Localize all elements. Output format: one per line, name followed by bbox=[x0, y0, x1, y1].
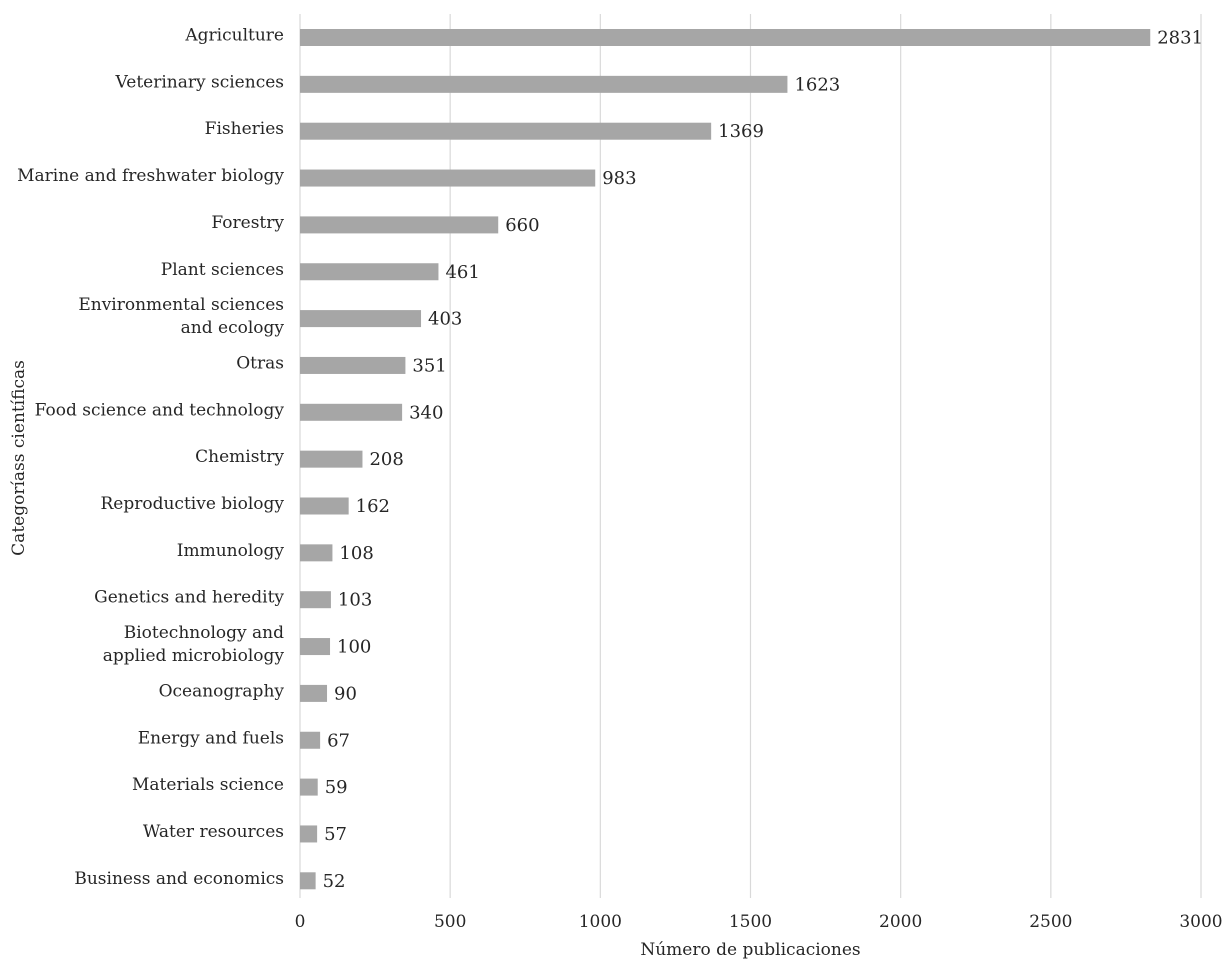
data-label: 1623 bbox=[794, 74, 840, 95]
category-label: and ecology bbox=[181, 318, 285, 338]
x-axis-title: Número de publicaciones bbox=[640, 940, 860, 960]
bar bbox=[300, 310, 422, 328]
x-tick-label: 2000 bbox=[879, 912, 922, 932]
bar bbox=[300, 75, 788, 93]
data-label: 461 bbox=[445, 262, 479, 283]
category-label: Forestry bbox=[211, 213, 284, 233]
x-tick-label: 1500 bbox=[729, 912, 772, 932]
bar bbox=[300, 497, 349, 515]
gridlines bbox=[299, 14, 1202, 898]
data-label: 67 bbox=[327, 730, 350, 751]
bar bbox=[300, 825, 318, 843]
category-label: Chemistry bbox=[195, 447, 284, 467]
category-label: Energy and fuels bbox=[138, 728, 284, 748]
data-label: 2831 bbox=[1157, 28, 1203, 49]
data-label: 103 bbox=[338, 590, 372, 611]
data-label: 340 bbox=[409, 402, 443, 423]
bar bbox=[300, 591, 331, 609]
data-label: 660 bbox=[505, 215, 539, 236]
x-tick-labels: 0 500 1000 1500 2000 2500 3000 bbox=[295, 912, 1223, 932]
bar bbox=[300, 684, 328, 702]
x-tick-label: 3000 bbox=[1179, 912, 1222, 932]
category-label: Immunology bbox=[177, 541, 285, 561]
data-label: 351 bbox=[412, 355, 446, 376]
x-tick-label: 1000 bbox=[579, 912, 622, 932]
category-label: Marine and freshwater biology bbox=[17, 166, 284, 186]
category-label: Genetics and heredity bbox=[94, 588, 284, 608]
data-label: 162 bbox=[356, 496, 390, 517]
category-label: Oceanography bbox=[159, 681, 285, 701]
bar bbox=[300, 29, 1151, 46]
x-tick-label: 0 bbox=[295, 912, 306, 932]
bar bbox=[300, 450, 363, 468]
bar bbox=[300, 169, 596, 187]
data-label: 983 bbox=[602, 168, 636, 189]
category-label: Business and economics bbox=[74, 869, 284, 889]
bar bbox=[300, 263, 439, 281]
category-label: Otras bbox=[236, 353, 284, 373]
category-label: Materials science bbox=[132, 775, 284, 795]
bar bbox=[300, 731, 321, 749]
x-tick-label: 2500 bbox=[1029, 912, 1072, 932]
bar bbox=[300, 778, 318, 796]
bar bbox=[300, 544, 333, 562]
category-label: applied microbiology bbox=[103, 646, 285, 666]
bar bbox=[300, 638, 331, 656]
category-labels: Agriculture Veterinary sciences Fisheries M… bbox=[17, 26, 284, 889]
category-label: Biotechnology and bbox=[124, 623, 284, 643]
data-label: 100 bbox=[337, 637, 371, 658]
category-label: Reproductive biology bbox=[100, 494, 284, 514]
data-label: 403 bbox=[428, 309, 462, 330]
category-label: Environmental sciences bbox=[78, 295, 284, 315]
value-labels: 2831 1623 1369 983 660 461 403 351 340 208 162 108 1… bbox=[323, 28, 1203, 892]
category-label: Agriculture bbox=[184, 26, 284, 46]
data-label: 59 bbox=[325, 777, 348, 798]
data-label: 1369 bbox=[718, 121, 764, 142]
bars bbox=[300, 29, 1151, 890]
category-label: Plant sciences bbox=[161, 260, 284, 280]
bar bbox=[300, 356, 406, 374]
category-label: Veterinary sciences bbox=[115, 72, 284, 92]
category-label: Water resources bbox=[143, 822, 284, 842]
bar bbox=[300, 122, 712, 140]
data-label: 57 bbox=[324, 824, 347, 845]
x-tick-label: 500 bbox=[434, 912, 466, 932]
data-label: 52 bbox=[323, 871, 346, 892]
category-label: Food science and technology bbox=[35, 400, 285, 420]
y-axis-title: Categoríass científicas bbox=[9, 360, 29, 556]
data-label: 108 bbox=[339, 543, 373, 564]
data-label: 208 bbox=[369, 449, 403, 470]
bar bbox=[300, 872, 316, 890]
category-label: Fisheries bbox=[205, 119, 284, 139]
bar bbox=[300, 403, 403, 421]
bar bbox=[300, 216, 499, 234]
data-label: 90 bbox=[334, 683, 357, 704]
